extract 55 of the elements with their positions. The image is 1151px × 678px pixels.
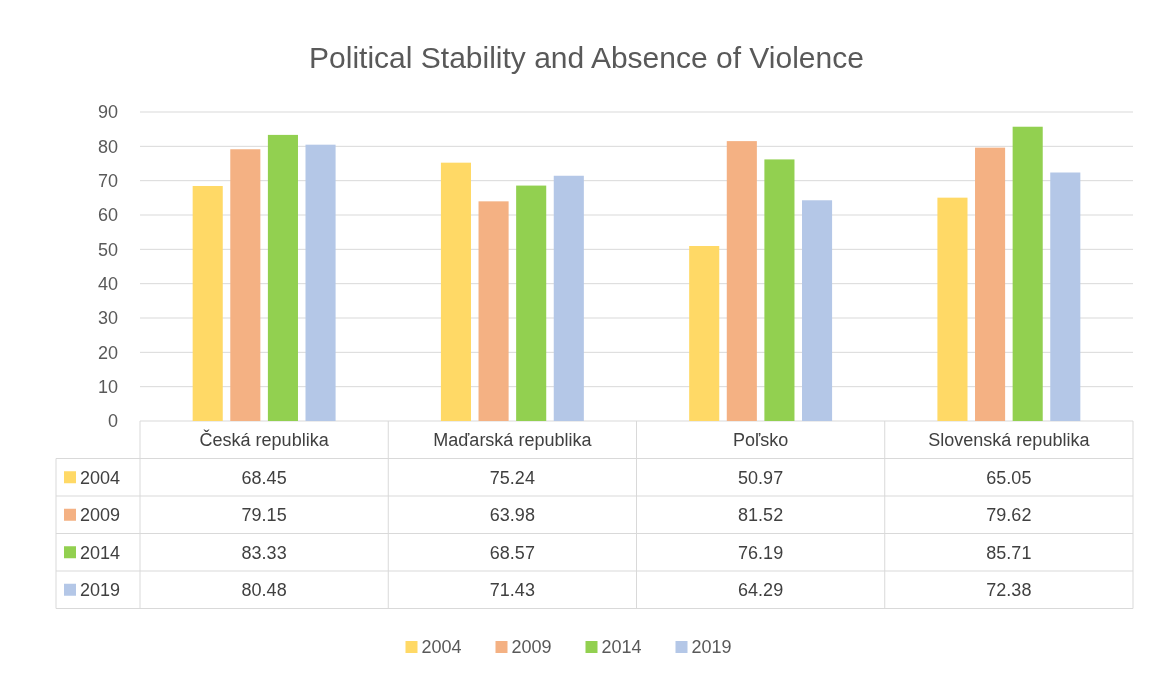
data-label: 81.52 bbox=[738, 505, 784, 526]
y-tick-label: 30 bbox=[97, 308, 118, 329]
y-tick-label: 70 bbox=[97, 170, 118, 191]
data-label: 68.45 bbox=[241, 467, 287, 488]
bar bbox=[1050, 172, 1081, 421]
bar bbox=[440, 162, 471, 421]
x-tick-label: Poľsko bbox=[732, 430, 789, 451]
data-label: 65.05 bbox=[986, 467, 1032, 488]
y-tick-label: 20 bbox=[97, 342, 118, 363]
y-tick-label: 0 bbox=[107, 411, 118, 432]
data-label: 64.29 bbox=[738, 580, 784, 601]
bar bbox=[937, 197, 968, 421]
bar bbox=[516, 185, 547, 421]
bar bbox=[802, 200, 833, 421]
data-label: 79.62 bbox=[986, 505, 1032, 526]
bar bbox=[478, 201, 509, 421]
bar bbox=[553, 175, 584, 421]
y-tick-label: 90 bbox=[97, 102, 118, 123]
legend-label: 2009 bbox=[80, 505, 121, 526]
bar bbox=[689, 246, 720, 421]
data-label: 85.71 bbox=[986, 542, 1032, 563]
y-tick-label: 80 bbox=[97, 136, 118, 157]
y-tick-label: 40 bbox=[97, 273, 118, 294]
data-label: 63.98 bbox=[489, 505, 535, 526]
data-label: 75.24 bbox=[489, 467, 535, 488]
text: 2019 bbox=[80, 580, 121, 601]
x-tick-label: Česká republika bbox=[199, 429, 330, 451]
bar bbox=[192, 185, 223, 421]
data-label: 76.19 bbox=[738, 542, 784, 563]
data-label: 72.38 bbox=[986, 580, 1032, 601]
legend-label: 2019 bbox=[691, 637, 732, 658]
x-tick-label: Slovenská republika bbox=[928, 430, 1091, 451]
data-label: 79.15 bbox=[241, 505, 287, 526]
legend-label: 2014 bbox=[80, 542, 121, 563]
bar bbox=[267, 134, 298, 421]
y-tick-label: 60 bbox=[97, 205, 118, 226]
chart-title: Political Stability and Absence of Violence bbox=[309, 41, 864, 74]
bar bbox=[305, 144, 336, 421]
data-label: 80.48 bbox=[241, 580, 287, 601]
text: 2004 bbox=[421, 637, 462, 658]
bar bbox=[764, 159, 795, 421]
data-label: 71.43 bbox=[489, 580, 535, 601]
text: 2014 bbox=[601, 637, 642, 658]
bar bbox=[726, 141, 757, 421]
text: 2009 bbox=[511, 637, 552, 658]
legend-label: 2004 bbox=[80, 467, 121, 488]
bar bbox=[1012, 126, 1043, 421]
x-tick-label: Maďarská republika bbox=[433, 430, 593, 451]
bar bbox=[975, 147, 1006, 421]
data-label: 50.97 bbox=[738, 467, 784, 488]
y-tick-label: 10 bbox=[97, 376, 118, 397]
y-tick-label: 50 bbox=[97, 239, 118, 260]
data-label: 83.33 bbox=[241, 542, 287, 563]
data-label: 68.57 bbox=[489, 542, 535, 563]
bar bbox=[230, 149, 261, 421]
